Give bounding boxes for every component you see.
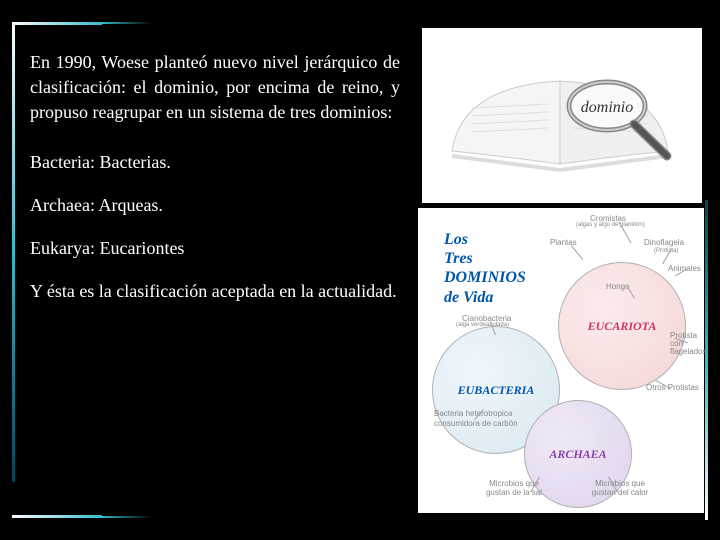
intro-paragraph: En 1990, Woese planteó nuevo nivel jerár… <box>30 50 400 126</box>
sublabel-calor: Microbios que gustan del calor <box>590 480 650 498</box>
text-content: En 1990, Woese planteó nuevo nivel jerár… <box>30 50 400 304</box>
label-archaea: ARCHAEA <box>549 447 606 462</box>
sublabel-hetero: Bacteria heterotropica <box>434 410 534 418</box>
frame-right-line <box>705 200 708 520</box>
frame-bottom-fade <box>102 516 152 518</box>
arrow <box>571 245 583 259</box>
title-dominios: DOMINIOS <box>444 269 526 286</box>
sublabel-protistaflag: Protista con flagelados <box>670 332 702 356</box>
sublabel-carbon: consumidora de carbón <box>434 420 534 428</box>
sublabel-verde: (alga verdeazulada) <box>456 322 509 328</box>
sublabel-otros: Otros Protistas <box>646 383 699 392</box>
three-domains-diagram: Los Tres DOMINIOS de Vida EUCARIOTA EUBA… <box>418 208 704 513</box>
frame-left-line <box>12 22 15 482</box>
sublabel-protista1: (Protista) <box>654 248 678 254</box>
frame-top-line <box>12 22 102 25</box>
diagram-title: Los Tres DOMINIOS de Vida <box>444 230 526 307</box>
magnifier-word: dominio <box>581 99 633 116</box>
domain-bacteria: Bacteria: Bacterias. <box>30 150 400 175</box>
frame-top-fade <box>102 22 152 24</box>
label-eucariota: EUCARIOTA <box>588 319 657 334</box>
title-tres: Tres <box>444 250 473 267</box>
sublabel-algas: (algas y algo de plankton) <box>576 222 645 228</box>
book-illustration: dominio <box>422 28 702 203</box>
domain-archaea: Archaea: Arqueas. <box>30 193 400 218</box>
title-los: Los <box>444 231 468 248</box>
sublabel-dinoflagela: Dinoflagela <box>644 238 684 247</box>
domain-eukarya: Eukarya: Eucariontes <box>30 236 400 261</box>
title-devida: de Vida <box>444 289 493 306</box>
book-svg: dominio <box>432 36 692 196</box>
frame-bottom-line <box>12 515 102 518</box>
closing-paragraph: Y ésta es la clasificación aceptada en l… <box>30 279 400 304</box>
label-eubacteria: EUBACTERIA <box>458 383 535 398</box>
